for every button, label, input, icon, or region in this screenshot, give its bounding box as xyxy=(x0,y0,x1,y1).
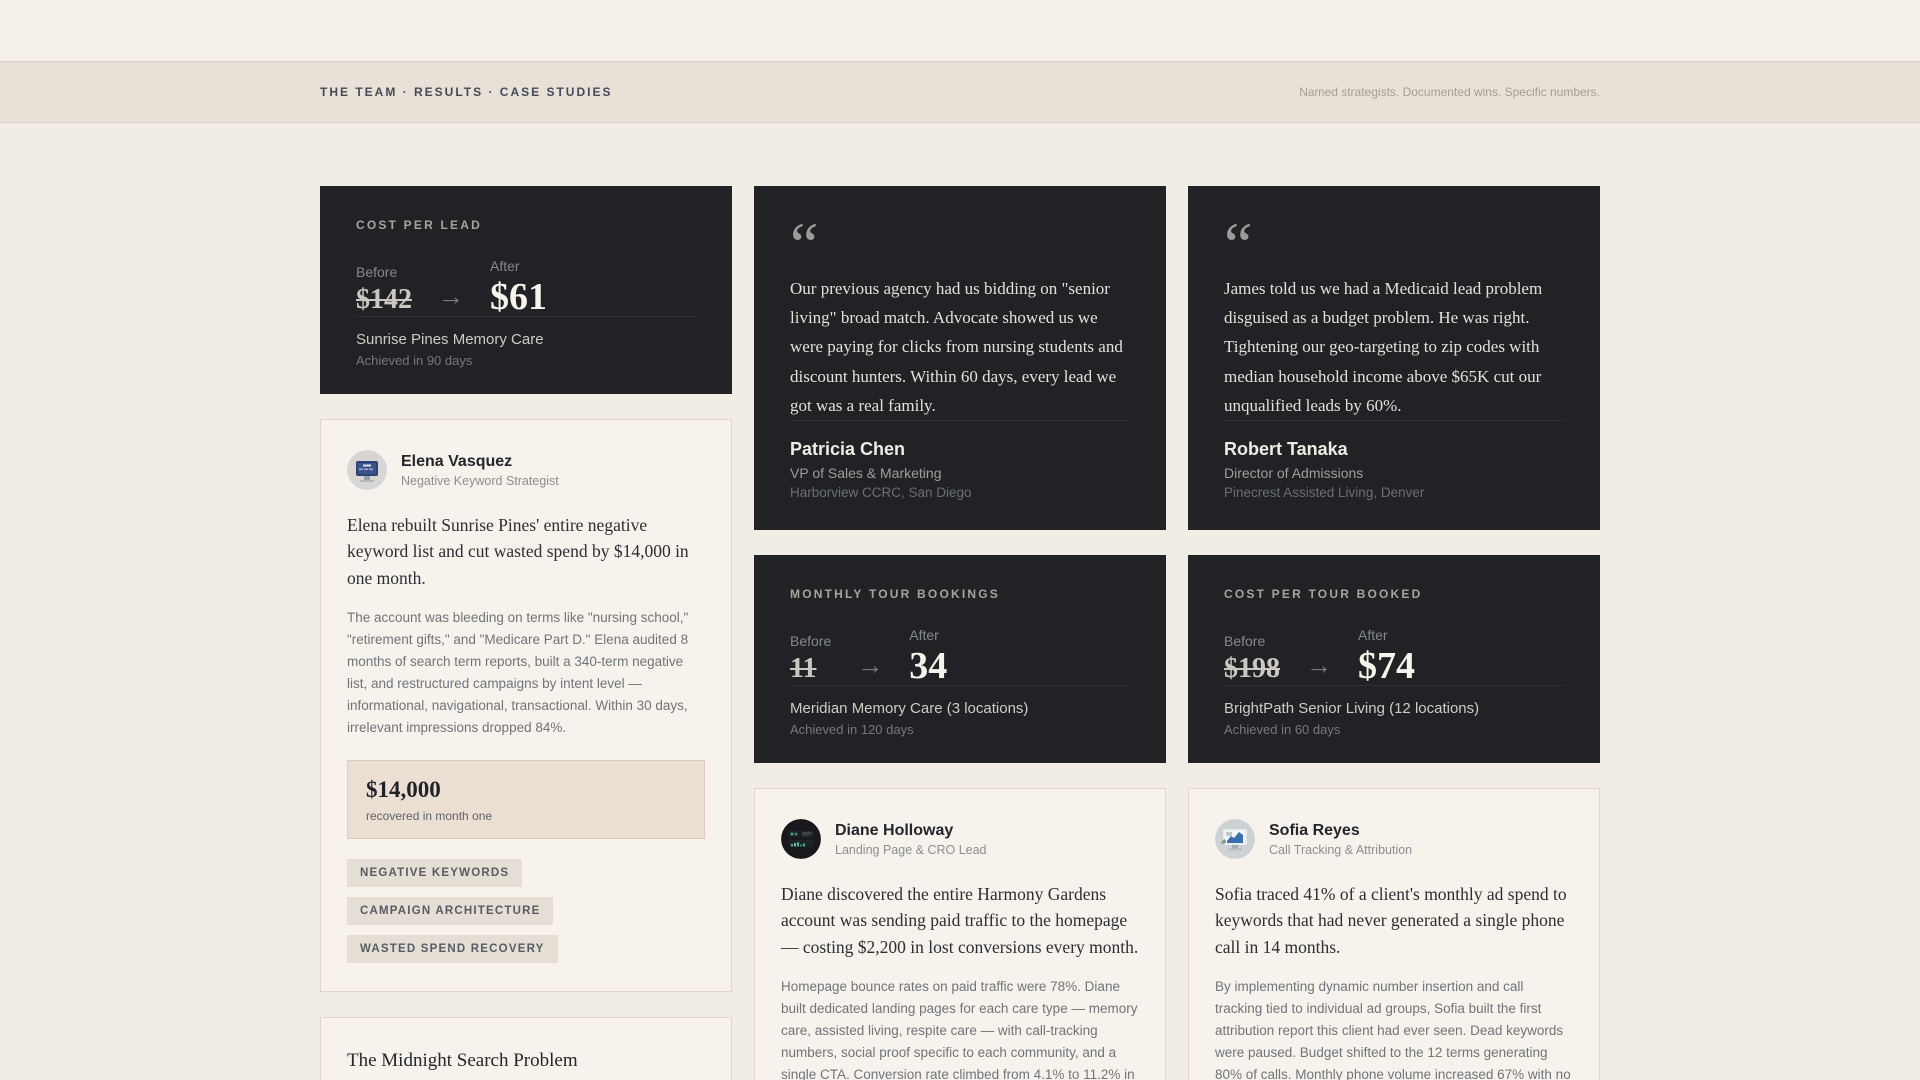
avatar xyxy=(1215,819,1255,860)
metric-card-monthly-tours: MONTHLY TOUR BOOKINGS Before 11 → After … xyxy=(754,555,1166,764)
tag-wasted-spend-recovery: WASTED SPEND RECOVERY xyxy=(347,934,558,963)
tag-list: NEGATIVE KEYWORDS CAMPAIGN ARCHITECTURE … xyxy=(347,858,705,963)
before-value: 11 xyxy=(790,653,817,685)
content-columns: COST PER LEAD Before $142 → After $61 Su… xyxy=(320,186,1600,1080)
metric-footer: BrightPath Senior Living (12 locations) … xyxy=(1224,685,1564,737)
profile-body: The account was bleeding on terms like "… xyxy=(347,609,689,736)
profile-card-diane: Diane Holloway Landing Page & CRO Lead D… xyxy=(754,788,1166,1080)
avatar xyxy=(347,450,387,490)
after-label: After xyxy=(909,627,939,644)
avatar xyxy=(781,819,821,860)
metric-card-cost-per-lead: COST PER LEAD Before $142 → After $61 Su… xyxy=(320,186,732,394)
column-3: “ James told us we had a Medicaid lead p… xyxy=(1188,186,1600,1080)
metric-company: Sunrise Pines Memory Care xyxy=(356,331,544,348)
profile-headline: Elena rebuilt Sunrise Pines' entire nega… xyxy=(347,515,689,588)
profile-role: Call Tracking & Attribution xyxy=(1269,842,1413,857)
before-label: Before xyxy=(1224,633,1266,650)
quote-author-name: Patricia Chen xyxy=(790,439,906,460)
quote-icon: “ xyxy=(1224,209,1253,280)
header: THE TEAM · RESULTS · CASE STUDIES Named … xyxy=(0,62,1920,123)
after-value: $61 xyxy=(490,276,547,318)
highlight-value: $14,000 xyxy=(366,776,441,802)
column-2: “ Our previous agency had us bidding on … xyxy=(754,186,1166,1080)
metric-values: Before 11 → After 34 xyxy=(790,627,1130,685)
before-value: $198 xyxy=(1224,653,1280,685)
profile-name: Elena Vasquez xyxy=(401,452,513,470)
profile-name: Sofia Reyes xyxy=(1269,821,1360,839)
quote-author-company: Harborview CCRC, San Diego xyxy=(790,485,972,501)
after-value: 34 xyxy=(909,645,948,688)
profile-headline: Sofia traced 41% of a client's monthly a… xyxy=(1215,884,1567,957)
quote-card-patricia: “ Our previous agency had us bidding on … xyxy=(754,186,1166,531)
quote-author-name: Robert Tanaka xyxy=(1224,439,1348,460)
tag-negative-keywords: NEGATIVE KEYWORDS xyxy=(347,858,523,887)
highlight-box: $14,000 recovered in month one xyxy=(347,759,705,839)
stats-card-midnight-search: The Midnight Search Problem 68% of senio… xyxy=(320,1016,732,1080)
quote-author-company: Pinecrest Assisted Living, Denver xyxy=(1224,485,1425,501)
quote-footer: Robert Tanaka Director of Admissions Pin… xyxy=(1224,420,1564,500)
metric-card-cost-per-tour: COST PER TOUR BOOKED Before $198 → After… xyxy=(1188,555,1600,764)
quote-author-role: Director of Admissions xyxy=(1224,465,1364,482)
metric-achieved: Achieved in 60 days xyxy=(1224,722,1341,738)
after-label: After xyxy=(1358,627,1388,644)
profile-body: Homepage bounce rates on paid traffic we… xyxy=(781,978,1138,1080)
quote-icon: “ xyxy=(790,209,819,280)
arrow-right-icon: → xyxy=(438,281,464,311)
quote-author-role: VP of Sales & Marketing xyxy=(790,465,942,482)
top-strip xyxy=(0,0,1920,62)
before-label: Before xyxy=(356,264,398,280)
metric-company: Meridian Memory Care (3 locations) xyxy=(790,700,1029,718)
after-value: $74 xyxy=(1358,645,1415,688)
quote-footer: Patricia Chen VP of Sales & Marketing Ha… xyxy=(790,420,1130,500)
profile-card-elena: Elena Vasquez Negative Keyword Strategis… xyxy=(320,419,732,992)
metric-values: Before $198 → After $74 xyxy=(1224,627,1564,685)
metric-label: MONTHLY TOUR BOOKINGS xyxy=(790,587,1000,602)
stats-title: The Midnight Search Problem xyxy=(347,1049,578,1071)
metric-values: Before $142 → After $61 xyxy=(356,258,696,316)
profile-role: Landing Page & CRO Lead xyxy=(835,842,987,857)
arrow-right-icon: → xyxy=(857,650,884,681)
profile-role: Negative Keyword Strategist xyxy=(401,473,559,488)
profile-body: By implementing dynamic number insertion… xyxy=(1215,978,1571,1080)
header-tagline: Named strategists. Documented wins. Spec… xyxy=(1299,85,1600,99)
profile-card-sofia: Sofia Reyes Call Tracking & Attribution … xyxy=(1188,788,1600,1080)
quote-card-robert: “ James told us we had a Medicaid lead p… xyxy=(1188,186,1600,531)
quote-text: James told us we had a Medicaid lead pro… xyxy=(1224,279,1543,415)
before-value: $142 xyxy=(356,284,412,315)
metric-label: COST PER LEAD xyxy=(356,218,482,232)
arrow-right-icon: → xyxy=(1306,650,1332,681)
profile-headline: Diane discovered the entire Harmony Gard… xyxy=(781,884,1139,957)
highlight-caption: recovered in month one xyxy=(366,808,493,823)
quote-text: Our previous agency had us bidding on "s… xyxy=(790,279,1123,415)
before-label: Before xyxy=(790,633,832,650)
header-nav[interactable]: THE TEAM · RESULTS · CASE STUDIES xyxy=(320,85,613,99)
metric-footer: Sunrise Pines Memory Care Achieved in 90… xyxy=(356,316,696,368)
metric-label: COST PER TOUR BOOKED xyxy=(1224,587,1423,602)
metric-company: BrightPath Senior Living (12 locations) xyxy=(1224,700,1480,718)
tag-campaign-architecture: CAMPAIGN ARCHITECTURE xyxy=(347,896,554,925)
metric-achieved: Achieved in 120 days xyxy=(790,722,914,738)
profile-name: Diane Holloway xyxy=(835,821,954,839)
column-1: COST PER LEAD Before $142 → After $61 Su… xyxy=(320,186,732,1080)
metric-footer: Meridian Memory Care (3 locations) Achie… xyxy=(790,685,1130,737)
after-label: After xyxy=(490,258,520,274)
metric-achieved: Achieved in 90 days xyxy=(356,353,473,368)
